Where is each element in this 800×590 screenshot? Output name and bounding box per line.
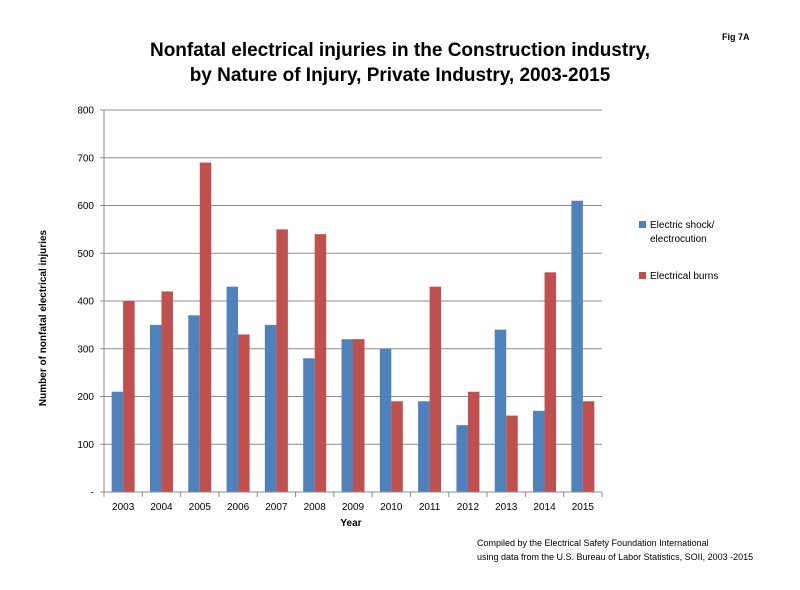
y-tick-label: 600 bbox=[77, 201, 94, 212]
bar-electric-shock bbox=[571, 200, 583, 492]
bar-electric-shock bbox=[418, 401, 430, 492]
bar-electrical-burns bbox=[161, 291, 173, 492]
bar-electric-shock bbox=[149, 324, 162, 492]
y-axis-title: Number of nonfatal electrical injuries bbox=[38, 229, 49, 406]
bar-electric-shock bbox=[494, 329, 507, 492]
legend-label: electrocution bbox=[650, 234, 707, 245]
bar-electric-shock bbox=[303, 358, 315, 492]
bar-electric-shock bbox=[111, 391, 124, 492]
bar-electrical-burns bbox=[314, 234, 327, 492]
y-tick-label: 400 bbox=[77, 297, 94, 308]
x-tick-label: 2014 bbox=[533, 502, 556, 513]
legend-swatch-electrical-burns bbox=[639, 272, 646, 279]
bar-electrical-burns bbox=[123, 301, 135, 492]
chart-title: Nonfatal electrical injuries in the Cons… bbox=[120, 38, 680, 88]
chart-title-line-2: by Nature of Injury, Private Industry, 2… bbox=[189, 65, 611, 86]
x-tick-label: 2005 bbox=[189, 502, 212, 513]
bar-electrical-burns bbox=[199, 162, 212, 492]
y-tick-label: 300 bbox=[77, 344, 94, 355]
x-tick-label: 2003 bbox=[112, 502, 135, 513]
bar-electrical-burns bbox=[276, 229, 288, 492]
bar-electric-shock bbox=[456, 425, 468, 492]
y-tick-label: 800 bbox=[77, 106, 94, 117]
bar-electrical-burns bbox=[544, 272, 557, 492]
x-tick-label: 2013 bbox=[495, 502, 518, 513]
bar-electrical-burns bbox=[353, 339, 365, 492]
chart-title-line-1: Nonfatal electrical injuries in the Cons… bbox=[149, 40, 651, 61]
x-tick-label: 2006 bbox=[227, 502, 250, 513]
x-tick-label: 2010 bbox=[380, 502, 403, 513]
bar-electrical-burns bbox=[391, 401, 403, 492]
bar-electric-shock bbox=[341, 339, 353, 492]
y-tick-label: 700 bbox=[77, 153, 94, 164]
y-axis-ticks: - 100 200 300 400 500 600 700 800 bbox=[77, 106, 104, 499]
legend-swatch-electric-shock bbox=[639, 221, 646, 228]
x-axis-ticks: 2003 2004 2005 2006 2007 2008 2009 2010 2011 2012… bbox=[103, 492, 603, 513]
y-tick-label: 100 bbox=[77, 440, 94, 451]
bar-electrical-burns bbox=[467, 391, 480, 492]
bar-electric-shock bbox=[379, 348, 392, 492]
bar-electrical-burns bbox=[506, 415, 518, 492]
legend: Electric shock/electrocution Electrical b… bbox=[639, 220, 718, 282]
bar-electrical-burns bbox=[238, 334, 250, 492]
y-tick-label: - bbox=[91, 488, 94, 499]
x-tick-label: 2004 bbox=[150, 502, 173, 513]
x-tick-label: 2011 bbox=[419, 502, 441, 513]
y-tick-label: 200 bbox=[77, 392, 94, 403]
x-tick-label: 2007 bbox=[265, 502, 288, 513]
figure-label: Fig 7A bbox=[722, 32, 750, 42]
source-credit: Compiled by the Electrical Safety Founda… bbox=[477, 536, 753, 564]
source-credit-line-1: Compiled by the Electrical Safety Founda… bbox=[477, 538, 709, 548]
x-axis-title: Year bbox=[340, 518, 361, 529]
bar-electric-shock bbox=[188, 315, 200, 492]
bar-electric-shock bbox=[264, 324, 277, 492]
bar-electrical-burns bbox=[582, 401, 595, 492]
legend-label: Electrical burns bbox=[650, 271, 718, 282]
x-tick-label: 2012 bbox=[457, 502, 480, 513]
source-credit-line-2: using data from the U.S. Bureau of Labor… bbox=[477, 552, 754, 562]
bars bbox=[111, 162, 595, 492]
x-tick-label: 2008 bbox=[304, 502, 327, 513]
bar-electric-shock bbox=[533, 410, 545, 492]
y-tick-label: 500 bbox=[77, 249, 94, 260]
bar-electric-shock bbox=[226, 286, 239, 492]
x-tick-label: 2009 bbox=[342, 502, 365, 513]
legend-label: Electric shock/ bbox=[650, 220, 715, 231]
x-tick-label: 2015 bbox=[572, 502, 595, 513]
bar-electrical-burns bbox=[429, 286, 442, 492]
